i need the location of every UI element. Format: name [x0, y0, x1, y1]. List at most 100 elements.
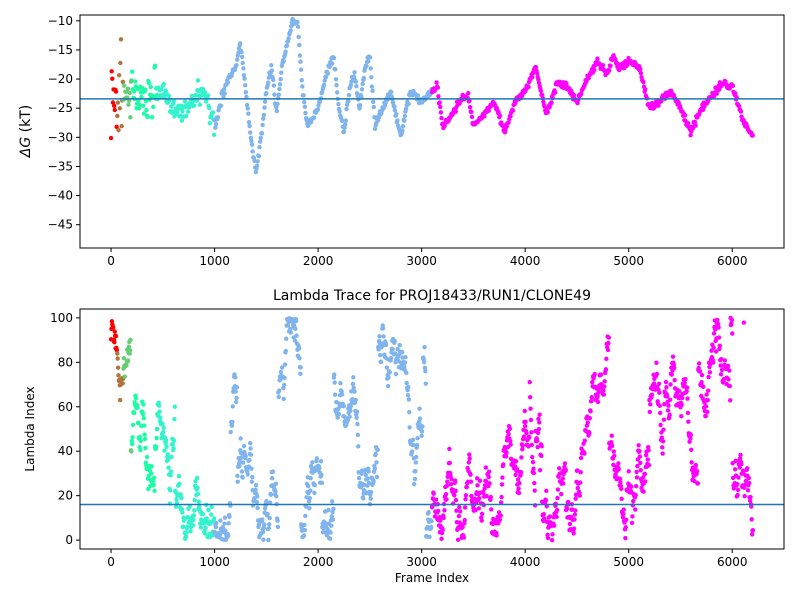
dg-point [272, 92, 277, 97]
lambda-point [245, 472, 250, 477]
lambda-point [506, 432, 511, 437]
lambda-point [157, 409, 162, 414]
lambda-point [308, 488, 313, 493]
lambda-point [268, 492, 274, 497]
lambda-ylabel: Lambda Index [23, 386, 37, 471]
lambda-point [209, 512, 214, 517]
dg-point [337, 109, 342, 114]
dg-point [202, 90, 208, 95]
dg-point [613, 57, 618, 62]
dg-point [339, 118, 345, 124]
x-tick-label: 1000 [199, 254, 230, 268]
lambda-point [746, 475, 751, 481]
lambda-point [368, 489, 374, 495]
dg-point [137, 102, 142, 108]
dg-point [274, 105, 279, 110]
lambda-point [649, 392, 655, 397]
dg-point [439, 115, 444, 121]
dg-point [467, 105, 473, 110]
dg-point [148, 84, 154, 90]
lambda-point [447, 446, 452, 452]
lambda-point [660, 451, 665, 456]
lambda-point [117, 397, 123, 403]
lambda-point [227, 514, 232, 519]
lambda-point [213, 524, 219, 530]
lambda-point [264, 498, 269, 504]
lambda-point [274, 493, 279, 499]
lambda-point [288, 330, 293, 335]
dg-point [129, 78, 134, 83]
dg-point [259, 131, 265, 136]
lambda-point [276, 388, 282, 393]
dg-point [436, 94, 441, 99]
dg-point [361, 75, 367, 81]
lambda-point [355, 421, 360, 427]
lambda-point [528, 406, 533, 411]
lambda-point [448, 482, 454, 487]
lambda-point [312, 482, 318, 488]
lambda-point [545, 535, 551, 541]
lambda-point [378, 352, 383, 358]
dg-point [262, 99, 268, 104]
lambda-point [534, 438, 540, 444]
lambda-point [484, 479, 489, 484]
lambda-point [195, 485, 200, 490]
lambda-point [543, 498, 549, 503]
lambda-point [656, 381, 662, 386]
dg-point [360, 81, 365, 87]
lambda-point [405, 392, 411, 398]
dg-point [372, 126, 378, 132]
lambda-point [380, 325, 386, 331]
lambda-point [572, 512, 578, 517]
lambda-point [426, 510, 431, 515]
dg-point [207, 120, 213, 126]
lambda-point [180, 524, 186, 529]
dg-point [638, 66, 643, 72]
dg-point [402, 113, 408, 119]
x-tick-label: 5000 [613, 555, 644, 569]
lambda-point [121, 355, 127, 361]
lambda-point [176, 474, 182, 479]
dg-point [159, 87, 164, 92]
dg-point [351, 74, 357, 79]
dg-point [299, 77, 304, 83]
lambda-point [749, 532, 755, 537]
lambda-point [560, 476, 566, 481]
dg-point [331, 55, 337, 61]
lambda-point [531, 466, 536, 471]
x-tick-label: 5000 [613, 254, 644, 268]
lambda-point [445, 479, 450, 484]
dg-point [400, 123, 406, 129]
dg-point [346, 98, 351, 104]
dg-point [392, 104, 397, 109]
lambda-point [270, 469, 276, 474]
lambda-point [151, 475, 157, 481]
lambda-point [518, 469, 524, 475]
lambda-point [255, 494, 260, 499]
lambda-point [508, 438, 513, 444]
dg-point [210, 110, 216, 115]
lambda-point [657, 403, 662, 408]
lambda-point [115, 356, 120, 361]
lambda-point [254, 499, 260, 505]
dg-point [333, 67, 338, 72]
lambda-point [347, 414, 352, 419]
lambda-point [498, 500, 504, 505]
lambda-point [689, 447, 694, 452]
lambda-point [267, 515, 272, 521]
lambda-point [716, 335, 722, 340]
dg-point [300, 84, 305, 89]
lambda-point [407, 425, 412, 430]
lambda-point [516, 490, 522, 496]
lambda-point [168, 473, 173, 478]
lambda-point [413, 460, 419, 465]
lambda-point [275, 518, 280, 523]
lambda-point [298, 365, 303, 370]
dg-point [266, 80, 271, 85]
lambda-point [741, 320, 747, 325]
lambda-point [260, 529, 266, 535]
dg-point [110, 76, 115, 81]
lambda-point [433, 497, 439, 502]
dg-point [133, 79, 138, 84]
